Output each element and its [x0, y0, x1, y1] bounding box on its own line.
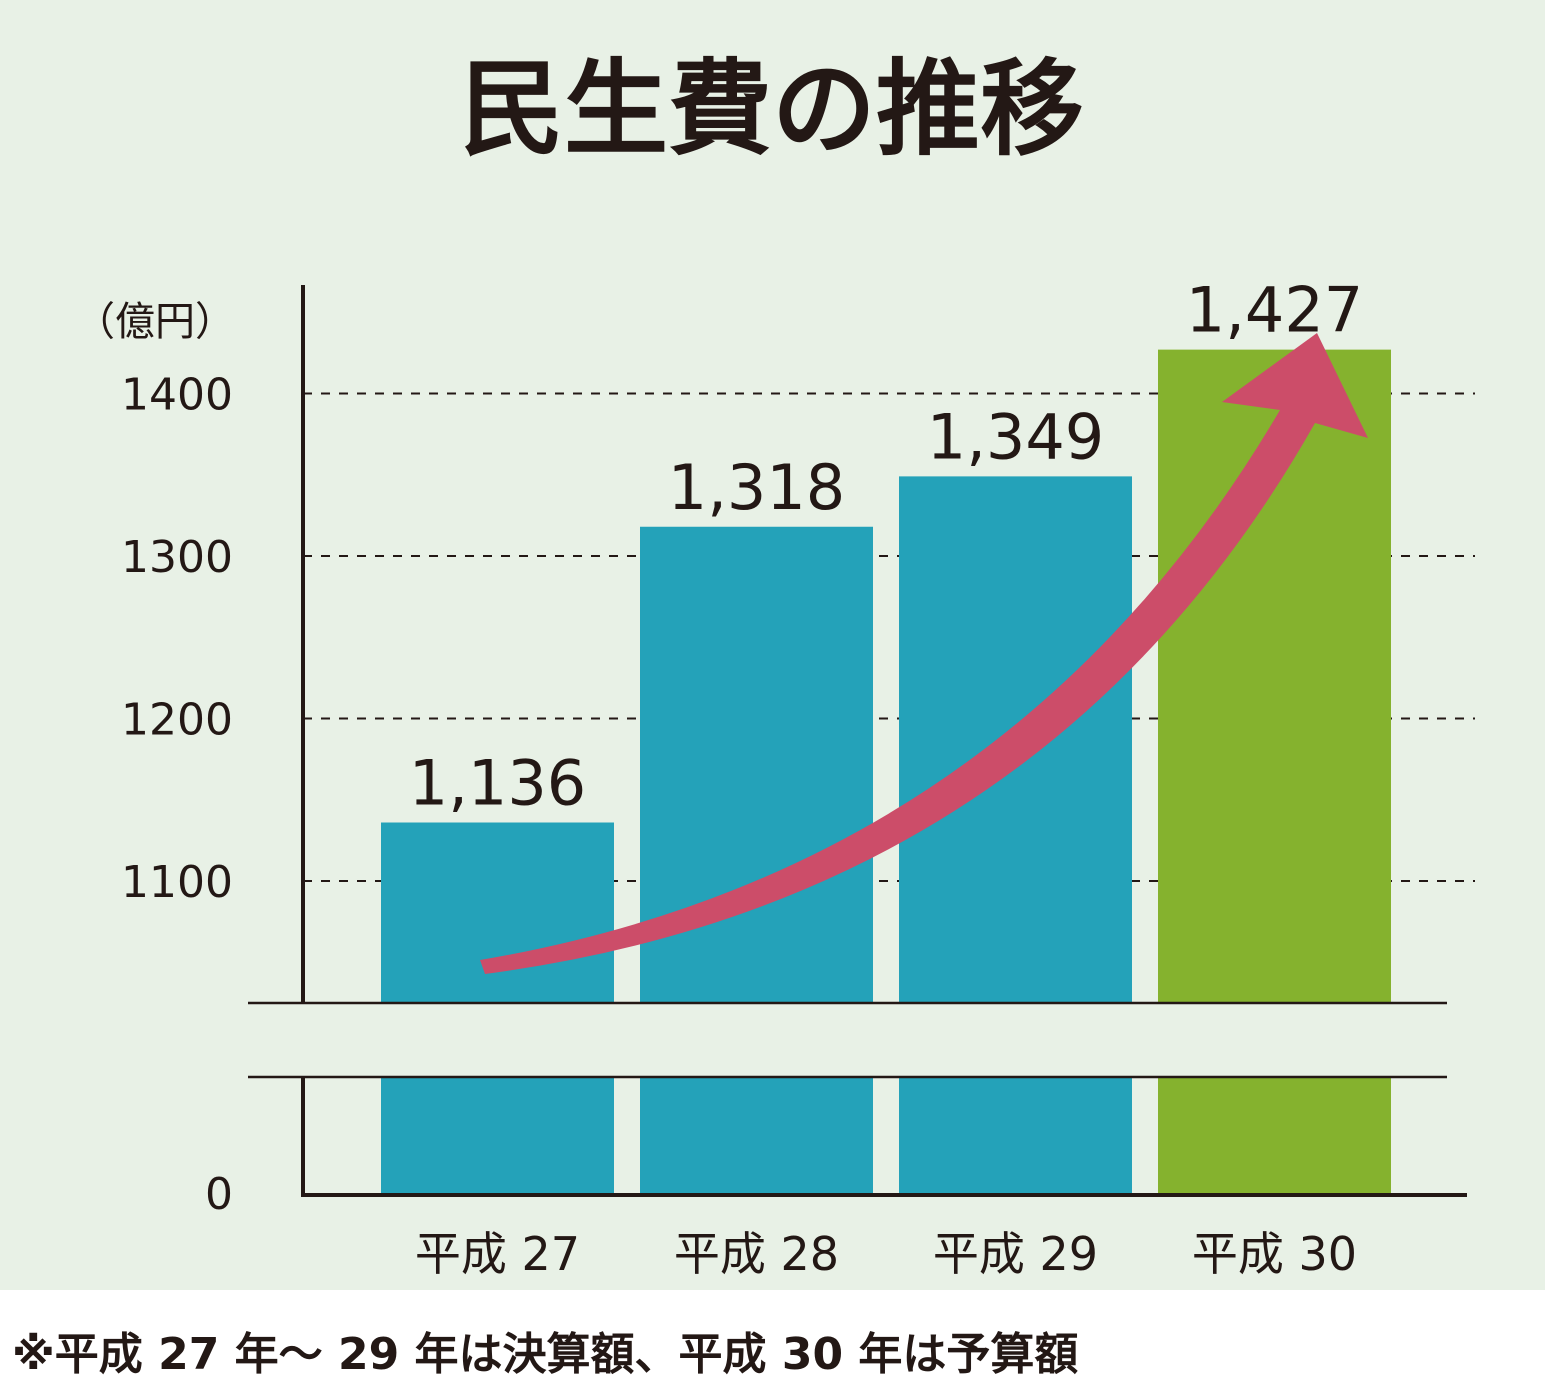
y-tick-label: 1400: [121, 370, 233, 421]
x-tick-label: 平成 28: [674, 1227, 839, 1281]
y-tick-labels: 0 1100 1200 1300 1400: [121, 370, 233, 1221]
bar-lower: [899, 1077, 1132, 1195]
bars: [381, 349, 1391, 1195]
y-tick-label: 1300: [121, 532, 233, 583]
footnote: ※平成 27 年～ 29 年は決算額、平成 30 年は予算額: [12, 1329, 1079, 1380]
trend-arrow-icon: [480, 333, 1368, 974]
bar-value-label: 1,349: [927, 400, 1105, 473]
y-tick-label: 1200: [121, 695, 233, 746]
axes: [248, 285, 1467, 1197]
y-tick-label: 0: [205, 1169, 233, 1220]
x-tick-labels: 平成 27 平成 28 平成 29 平成 30: [415, 1227, 1357, 1281]
bar-lower: [381, 1077, 614, 1195]
y-axis-unit-label: （億円）: [75, 299, 235, 345]
chart-panel: 民生費の推移 （億円） 0 1100 1200 1300 1400 平成 27 平成 28…: [0, 0, 1545, 1290]
trend-arrow: [480, 333, 1368, 974]
bar-lower: [640, 1077, 873, 1195]
bar-upper: [381, 822, 614, 1003]
bar-value-label: 1,318: [668, 451, 846, 524]
y-tick-label: 1100: [121, 857, 233, 908]
bar-lower: [1158, 1077, 1391, 1195]
x-tick-label: 平成 29: [933, 1227, 1098, 1281]
x-tick-label: 平成 27: [415, 1227, 580, 1281]
bar-value-label: 1,427: [1186, 274, 1364, 347]
data-labels: 1,136 1,318 1,349 1,427: [409, 274, 1364, 820]
bar-value-label: 1,136: [409, 747, 587, 820]
x-tick-label: 平成 30: [1192, 1227, 1357, 1281]
bar-chart: 民生費の推移 （億円） 0 1100 1200 1300 1400 平成 27 平成 28…: [75, 48, 1475, 1281]
chart-title: 民生費の推移: [460, 48, 1084, 170]
